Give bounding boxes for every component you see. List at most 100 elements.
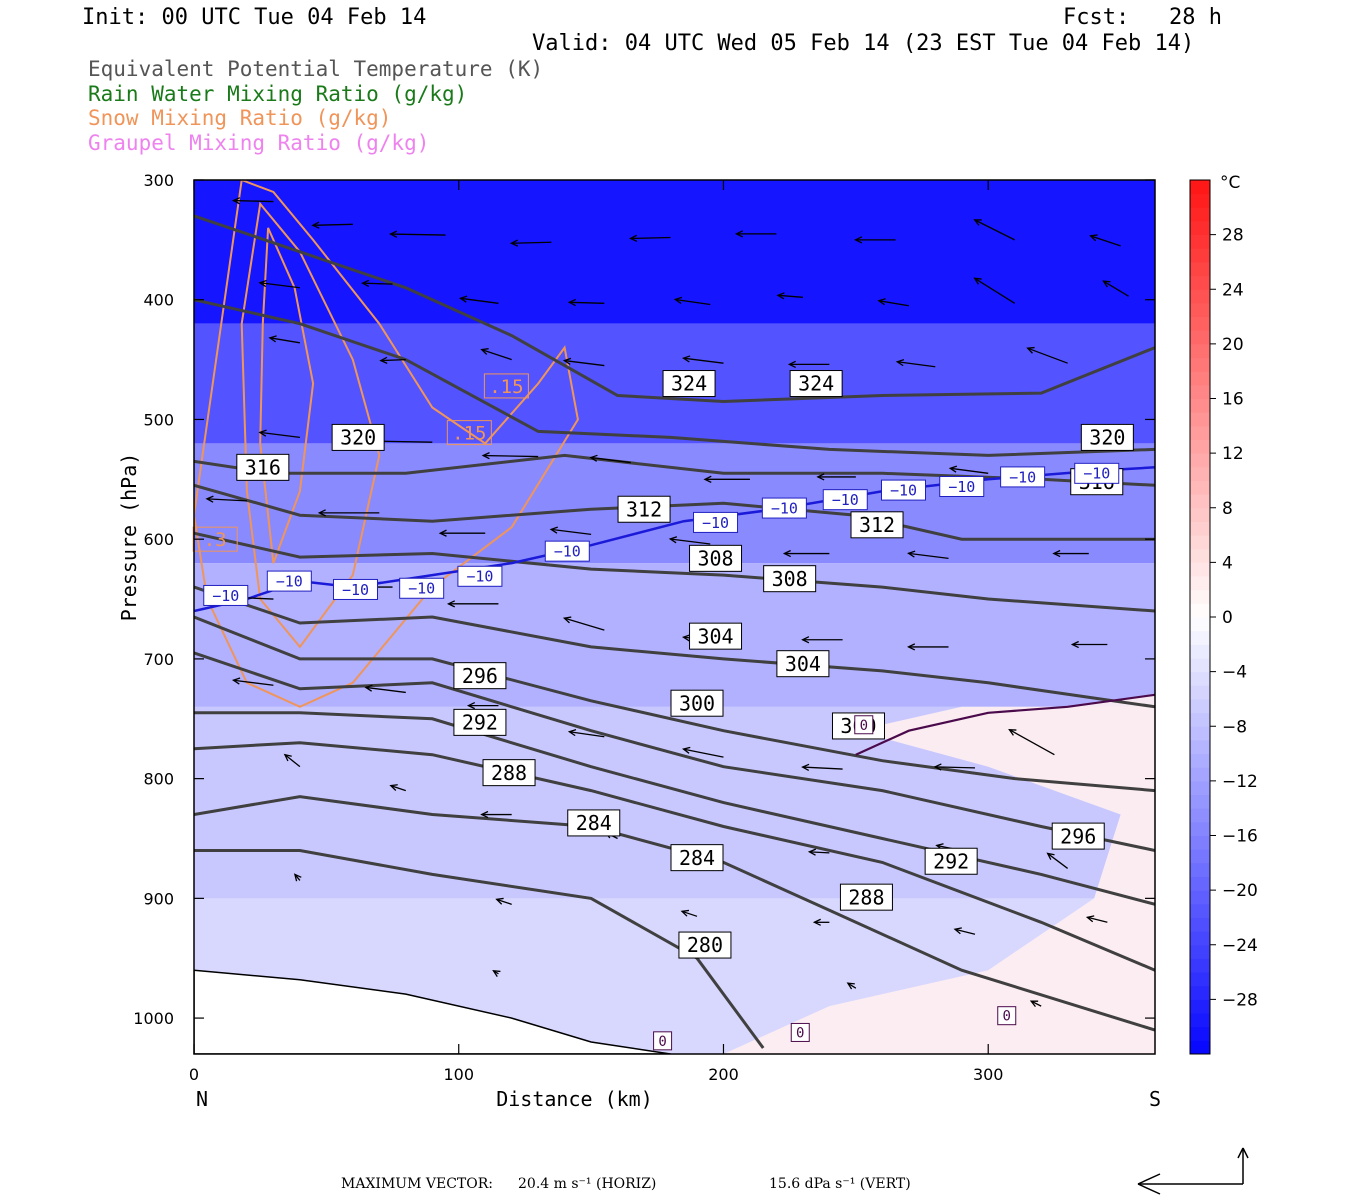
wind-vector-shaft xyxy=(259,282,300,289)
snow-label: .15 xyxy=(452,423,486,445)
wind-vector xyxy=(854,236,896,244)
isotherm-minus10-label-box xyxy=(880,479,926,501)
legend-graupel: Graupel Mixing Ratio (g/kg) xyxy=(88,131,430,155)
y-tick-label: 300 xyxy=(143,171,174,190)
wind-vector-shaft xyxy=(954,928,976,935)
wind-vector-head xyxy=(703,475,712,483)
wind-vector xyxy=(293,873,302,882)
colorbar-segment xyxy=(1190,630,1210,645)
legend-rain: Rain Water Mixing Ratio (g/kg) xyxy=(88,82,468,106)
colorbar-segment xyxy=(1190,753,1210,768)
colorbar-segment xyxy=(1190,507,1210,522)
colorbar-segment xyxy=(1190,261,1210,277)
theta-e-label-box xyxy=(839,883,893,911)
wind-vector-head xyxy=(293,873,302,882)
wind-vector-shaft xyxy=(974,277,1016,304)
wind-vector xyxy=(681,355,724,364)
wind-vector-head xyxy=(1089,234,1098,242)
colorbar-segment xyxy=(1190,780,1210,796)
theta-e-label-box xyxy=(453,662,507,690)
wind-vector-shaft xyxy=(630,236,671,240)
isotherm-minus10-label-box xyxy=(457,565,503,587)
x-tick-label: 100 xyxy=(443,1065,474,1084)
colorbar-segment xyxy=(1190,1026,1210,1041)
max-vector-horiz: 20.4 m s⁻¹ (HORIZ) xyxy=(518,1176,657,1192)
snow-contour-0.3 xyxy=(240,201,381,649)
wind-vector-head xyxy=(231,677,241,685)
wind-vector-shaft xyxy=(284,754,301,768)
wind-vector-shaft xyxy=(564,617,605,631)
colorbar-segment xyxy=(1190,425,1210,440)
wind-vector xyxy=(673,296,711,306)
colorbar-segment xyxy=(1190,494,1210,509)
theta-e-label: 320 xyxy=(1089,426,1125,450)
shade-band-2 xyxy=(194,443,1155,564)
x-tick-label: 0 xyxy=(189,1065,199,1084)
wind-vector xyxy=(379,356,406,364)
snow-label: .3 xyxy=(204,529,227,551)
reference-vector-icon xyxy=(1137,1147,1249,1195)
wind-vector xyxy=(231,677,274,686)
isotherm-minus10-label: −10 xyxy=(212,587,239,605)
colorbar-segment xyxy=(1190,862,1210,877)
wind-vector-head xyxy=(361,279,370,287)
isotherm-minus10-label: −10 xyxy=(832,491,859,509)
theta-e-label-box xyxy=(453,708,507,736)
colorbar-segment xyxy=(1190,384,1210,399)
theta-e-label-box xyxy=(1080,423,1134,451)
wind-vector-head xyxy=(673,296,683,304)
isotherm-minus10-label: −10 xyxy=(276,572,303,590)
colorbar-segment xyxy=(1190,712,1210,727)
wind-vector-head xyxy=(458,295,468,303)
wind-vector-head xyxy=(907,550,916,558)
wind-vector-head xyxy=(509,239,519,247)
wind-vector-head xyxy=(1085,915,1095,923)
wind-vector-head xyxy=(1052,549,1061,558)
wind-vector xyxy=(361,279,393,287)
colorbar-tick-label: −4 xyxy=(1222,663,1247,683)
wind-vector xyxy=(480,810,512,819)
x-axis-label: Distance (km) xyxy=(496,1087,653,1111)
wind-vector xyxy=(389,784,406,792)
colorbar-segment xyxy=(1190,398,1210,413)
wind-vector-head xyxy=(492,970,501,977)
theta-e-label-box xyxy=(1051,822,1105,850)
colorbar-segment xyxy=(1190,535,1210,550)
wind-vector xyxy=(1070,640,1108,649)
colorbar-segment xyxy=(1190,958,1210,973)
colorbar-segment xyxy=(1190,248,1210,263)
wind-vector xyxy=(562,357,605,367)
shade-warm-region xyxy=(723,694,1155,1054)
isotherm-minus10-label: −10 xyxy=(342,581,369,599)
wind-vector xyxy=(480,348,512,361)
colorbar-segment xyxy=(1190,849,1210,864)
wind-vector-shaft xyxy=(233,679,274,686)
wind-vector-shaft xyxy=(681,910,698,917)
wind-vector-shaft xyxy=(380,358,406,362)
wind-vector-head xyxy=(446,600,456,608)
wind-vector-head xyxy=(562,616,572,624)
wind-vector-head xyxy=(895,358,905,367)
colorbar-segment xyxy=(1190,357,1210,372)
theta-e-contour-296 xyxy=(194,651,1155,852)
colorbar-segment xyxy=(1190,453,1210,468)
colorbar-segment xyxy=(1190,917,1210,932)
wind-vector-head xyxy=(567,728,577,737)
wind-vector-shaft xyxy=(1027,347,1068,364)
theta-e-label-box xyxy=(617,495,671,523)
colorbar-segment xyxy=(1190,1040,1210,1055)
wind-vector-head xyxy=(854,236,863,244)
wind-vector xyxy=(973,219,1015,241)
isotherm-minus10-label: −10 xyxy=(466,568,493,586)
theta-e-label-box xyxy=(763,565,817,593)
wind-vector-head xyxy=(258,279,267,288)
wind-vector-head xyxy=(1026,346,1035,354)
colorbar-segment xyxy=(1190,903,1210,918)
theta-e-contour-324 xyxy=(194,214,1155,404)
colorbar-segment xyxy=(1190,890,1210,905)
isotherm-zero-label-box xyxy=(653,1031,673,1051)
theta-e-label: 312 xyxy=(859,513,895,537)
wind-vector-shaft xyxy=(233,199,274,203)
colorbar-tick-label: 12 xyxy=(1222,444,1244,464)
wind-vector-head xyxy=(973,277,982,285)
